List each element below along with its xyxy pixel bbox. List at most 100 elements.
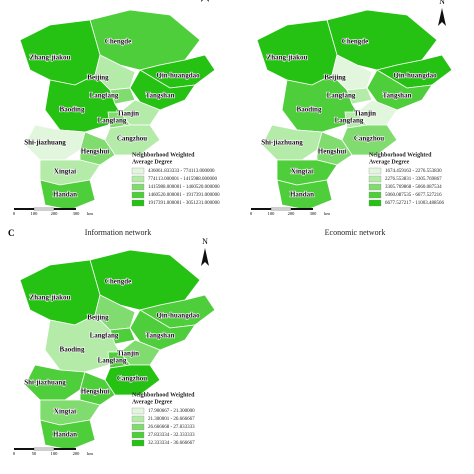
city-label: Cangzhou	[117, 135, 147, 143]
legend-swatch	[131, 439, 145, 447]
map-panel: Chengde Zhang-jiakou Beijing Qin-huangdao La…	[250, 0, 453, 216]
scale-label: km	[87, 451, 93, 456]
region	[24, 364, 86, 401]
region	[24, 124, 86, 161]
legend-swatch	[131, 431, 145, 439]
city-label: Baoding	[297, 106, 322, 114]
scale-bar-seg	[33, 207, 55, 211]
legend-swatch	[368, 183, 382, 191]
legend-label: 1460520.000001 - 1917391.000000	[148, 193, 220, 198]
legend-swatch	[131, 407, 145, 415]
legend-label: 3305.769868 - 5060.087534	[385, 185, 442, 190]
north-arrow: N	[201, 0, 209, 2]
city-label: Tangshan	[383, 92, 412, 100]
legend-swatch	[131, 191, 145, 199]
north-arrow: N	[201, 237, 209, 266]
city-label: Beijing	[87, 74, 109, 82]
legend-swatch	[131, 423, 145, 431]
city-label: Zhang-jiakou	[267, 54, 308, 62]
scale-label: 0	[13, 211, 16, 216]
city-label: Baoding	[60, 106, 85, 114]
city-label: Zhang-jiakou	[30, 54, 71, 62]
city-label: Baoding	[60, 346, 85, 354]
legend-title: Average Degree	[369, 159, 410, 165]
scale-label: km	[87, 211, 93, 216]
north-arrow: N	[438, 0, 446, 26]
legend-label: 2276.553831 - 3305.769867	[385, 177, 442, 182]
city-label: Langfang	[98, 117, 127, 125]
scale-label: 100	[51, 451, 59, 456]
city-label: Langfang	[98, 357, 127, 365]
scale-label: 200	[51, 211, 59, 216]
legend-label: 6677.527217 - 11003.488566	[385, 201, 444, 206]
legend-label: 17.900667 - 21.300000	[148, 409, 195, 414]
north-label: N	[439, 0, 445, 6]
city-label: Xingtai	[291, 168, 313, 176]
legend-swatch	[131, 183, 145, 191]
city-label: Langfang	[90, 332, 119, 340]
panel-caption: Economic network	[325, 228, 386, 237]
city-label: Tianjin	[354, 110, 376, 118]
city-label: Chengde	[105, 278, 131, 286]
city-label: Tianjin	[117, 110, 139, 118]
scale-bar-seg	[270, 207, 292, 211]
region	[39, 419, 96, 451]
legend-label: 26.666668 - 27.833333	[148, 425, 195, 430]
city-label: Qin-huangdao	[393, 72, 437, 80]
legend-label: 436061.833333 - 774113.000000	[148, 169, 215, 174]
city-label: Chengde	[342, 38, 368, 46]
scale-label: 200	[73, 451, 81, 456]
legend-label: 774113.000001 - 1415988.000000	[148, 177, 217, 182]
city-label: Hengshui	[81, 388, 109, 396]
city-label: Tangshan	[146, 332, 175, 340]
legend-title: Neighborhood Weighted	[132, 152, 195, 158]
city-label: Chengde	[105, 38, 131, 46]
city-label: Langfang	[335, 117, 364, 125]
legend-swatch	[368, 191, 382, 199]
scale-bar-seg	[33, 447, 55, 451]
panel-caption: Information network	[85, 228, 151, 237]
city-label: Shi-jiazhuang	[261, 139, 303, 147]
legend-swatch	[131, 175, 145, 183]
legend-title: Neighborhood Weighted	[132, 392, 195, 398]
city-label: Shi-jiazhuang	[24, 139, 66, 147]
north-arrow-shape	[201, 248, 209, 266]
city-label: Beijing	[324, 74, 346, 82]
legend-swatch	[131, 415, 145, 423]
map-panel: Chengde Zhang-jiakou Beijing Qin-huangdao La…	[13, 0, 220, 216]
city-label: Handan	[53, 191, 77, 199]
scale-label: 300	[73, 211, 81, 216]
legend-title: Average Degree	[132, 399, 173, 405]
legend-swatch	[131, 199, 145, 207]
scale-label: 200	[288, 211, 296, 216]
scale-label: km	[324, 211, 330, 216]
city-label: Qin-huangdao	[156, 312, 200, 320]
map-panel: Chengde Zhang-jiakou Beijing Qin-huangdao La…	[13, 237, 216, 456]
city-label: Handan	[53, 431, 77, 439]
legend-label: 1674.459163 - 2276.553830	[385, 169, 442, 174]
legend-swatch	[131, 167, 145, 175]
city-label: Xingtai	[54, 408, 76, 416]
city-label: Cangzhou	[117, 375, 147, 383]
city-label: Beijing	[87, 314, 109, 322]
legend-label: 21.300001 - 26.666667	[148, 417, 195, 422]
legend-swatch	[368, 175, 382, 183]
legend-title: Average Degree	[132, 159, 173, 165]
legend-swatch	[368, 199, 382, 207]
legend-label: 1917391.000001 - 3051231.000000	[148, 201, 220, 206]
legend-label: 27.833334 - 32.333333	[148, 433, 195, 438]
legend-label: 32.333334 - 36.666667	[148, 441, 195, 446]
city-label: Qin-huangdao	[156, 72, 200, 80]
city-label: Langfang	[90, 92, 119, 100]
region	[276, 179, 333, 211]
north-arrow-shape	[201, 0, 209, 2]
city-label: Hengshui	[81, 148, 109, 156]
legend-title: Neighborhood Weighted	[369, 152, 432, 158]
scale-label: 300	[310, 211, 318, 216]
north-label: N	[202, 237, 208, 246]
legend-label: 1415988.000001 - 1460520.000000	[148, 185, 220, 190]
region	[39, 179, 96, 211]
scale-label: 0	[250, 211, 253, 216]
city-label: Hengshui	[318, 148, 346, 156]
